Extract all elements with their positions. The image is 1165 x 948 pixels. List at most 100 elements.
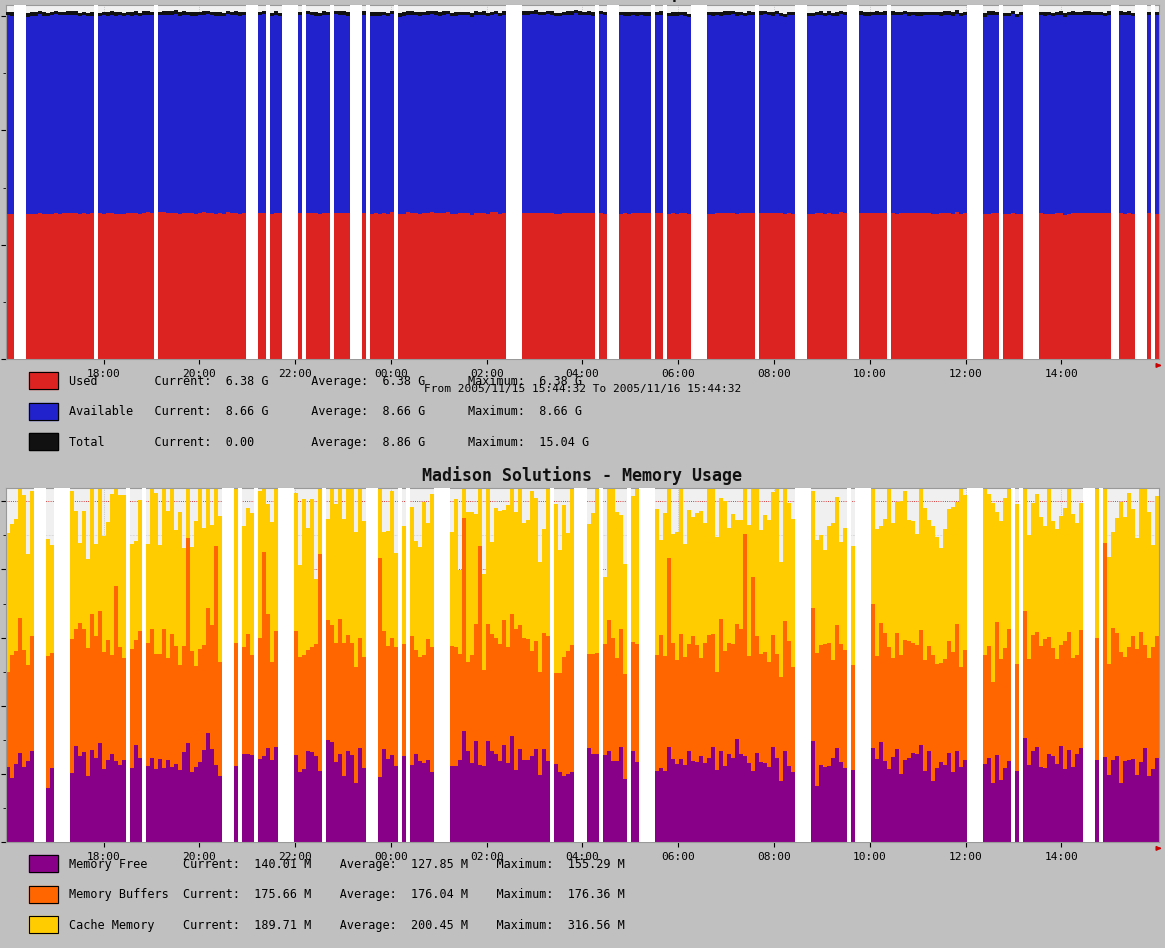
Bar — [842, 528, 847, 649]
Bar — [366, 487, 370, 842]
Bar — [1019, 487, 1023, 842]
Bar — [315, 213, 318, 359]
Bar — [555, 16, 558, 214]
Bar — [402, 525, 407, 644]
Bar — [627, 814, 630, 829]
Bar — [162, 11, 165, 14]
Bar — [443, 212, 446, 359]
Bar — [370, 829, 374, 842]
Bar — [451, 766, 454, 842]
Bar — [1120, 15, 1123, 213]
Bar — [786, 213, 791, 359]
Bar — [310, 213, 315, 359]
Bar — [722, 501, 727, 651]
Bar — [934, 537, 939, 664]
Bar — [522, 760, 527, 842]
Bar — [50, 653, 54, 768]
Bar — [574, 829, 579, 842]
Bar — [1023, 5, 1028, 359]
Bar — [582, 801, 586, 814]
Bar — [658, 539, 663, 635]
Bar — [767, 213, 771, 359]
Bar — [390, 14, 394, 212]
Bar — [482, 15, 486, 213]
Bar — [1127, 759, 1131, 842]
Bar — [927, 213, 931, 359]
Bar — [1111, 629, 1115, 759]
Bar — [1103, 757, 1107, 842]
Bar — [1103, 213, 1107, 359]
Bar — [527, 11, 530, 15]
Bar — [94, 758, 98, 842]
Bar — [1120, 652, 1123, 783]
Bar — [819, 646, 822, 765]
Bar — [98, 213, 101, 359]
Bar — [543, 749, 546, 842]
Bar — [198, 762, 202, 842]
Bar — [614, 5, 619, 359]
Bar — [675, 764, 678, 842]
Bar — [174, 213, 178, 359]
Bar — [915, 646, 919, 754]
Bar — [262, 553, 266, 757]
Bar — [911, 520, 915, 643]
Bar — [691, 635, 694, 760]
Bar — [870, 15, 875, 213]
Bar — [778, 213, 783, 359]
Bar — [647, 12, 650, 15]
Bar — [951, 652, 955, 773]
Bar — [471, 654, 474, 763]
Bar — [387, 531, 390, 646]
Bar — [1039, 15, 1043, 213]
Bar — [70, 491, 73, 639]
Bar — [186, 213, 190, 359]
Bar — [137, 631, 142, 757]
Bar — [454, 15, 458, 214]
Bar — [602, 644, 607, 755]
Bar — [915, 534, 919, 646]
Bar — [859, 487, 863, 842]
Bar — [538, 12, 543, 15]
Bar — [566, 774, 571, 842]
Bar — [323, 487, 326, 842]
Bar — [398, 814, 402, 829]
Bar — [527, 639, 530, 759]
Bar — [1062, 16, 1067, 214]
Bar — [1015, 503, 1019, 665]
Bar — [390, 491, 394, 638]
Bar — [110, 754, 114, 842]
Bar — [722, 11, 727, 15]
Bar — [963, 760, 967, 842]
Bar — [607, 486, 610, 620]
Bar — [1075, 213, 1079, 359]
Bar — [771, 12, 775, 16]
Bar — [827, 15, 831, 213]
Bar — [206, 212, 210, 359]
Bar — [1043, 768, 1047, 842]
Bar — [45, 214, 50, 359]
Bar — [650, 801, 655, 814]
Bar — [154, 769, 158, 842]
Bar — [1028, 660, 1031, 764]
Bar — [426, 759, 430, 842]
Bar — [1043, 15, 1047, 213]
Bar — [34, 12, 37, 15]
Bar — [259, 213, 262, 359]
Bar — [37, 829, 42, 842]
Bar — [711, 747, 714, 842]
Bar — [730, 514, 735, 645]
Bar — [870, 604, 875, 748]
Bar — [934, 768, 939, 842]
Bar — [1062, 641, 1067, 769]
Bar — [1087, 11, 1092, 14]
Bar — [919, 629, 923, 745]
Bar — [755, 636, 758, 753]
Bar — [499, 644, 502, 761]
Bar — [543, 529, 546, 632]
Bar — [30, 12, 34, 16]
Bar — [543, 632, 546, 749]
Bar — [863, 487, 867, 842]
Bar — [17, 618, 22, 753]
Bar — [50, 11, 54, 15]
Bar — [915, 15, 919, 212]
